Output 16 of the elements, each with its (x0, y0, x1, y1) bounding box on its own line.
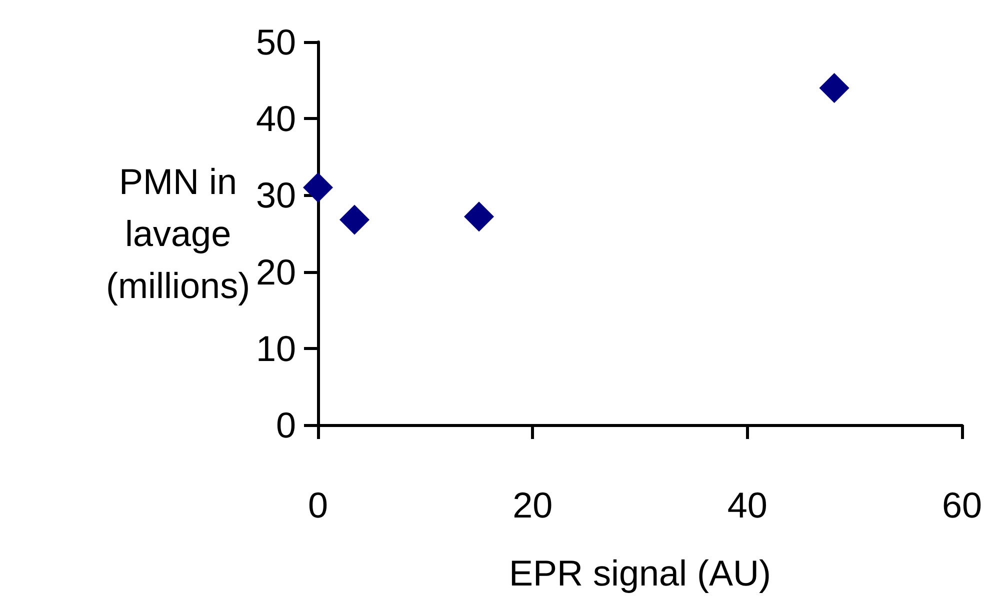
y-tick-label: 20 (256, 251, 296, 292)
x-tick-label: 40 (727, 484, 768, 526)
y-axis-title: PMN in lavage (millions) (106, 161, 250, 306)
y-tick-label: 50 (256, 22, 296, 62)
point (464, 202, 494, 232)
x-tick-label: 60 (942, 484, 982, 526)
point (303, 172, 333, 203)
point (819, 72, 850, 103)
y-tick-label: 0 (276, 404, 296, 446)
y-tick-label: 40 (256, 98, 296, 140)
x-tick-label: 0 (308, 484, 328, 526)
y-tick-label: 30 (256, 174, 296, 216)
x-axis-title: EPR signal (AU) (508, 552, 772, 594)
x-tick-label: 20 (512, 484, 553, 526)
y-tick-label: 10 (256, 328, 296, 369)
point (339, 204, 370, 235)
